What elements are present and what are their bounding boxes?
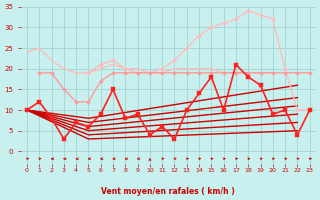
X-axis label: Vent moyen/en rafales ( km/h ): Vent moyen/en rafales ( km/h ) [101,187,235,196]
